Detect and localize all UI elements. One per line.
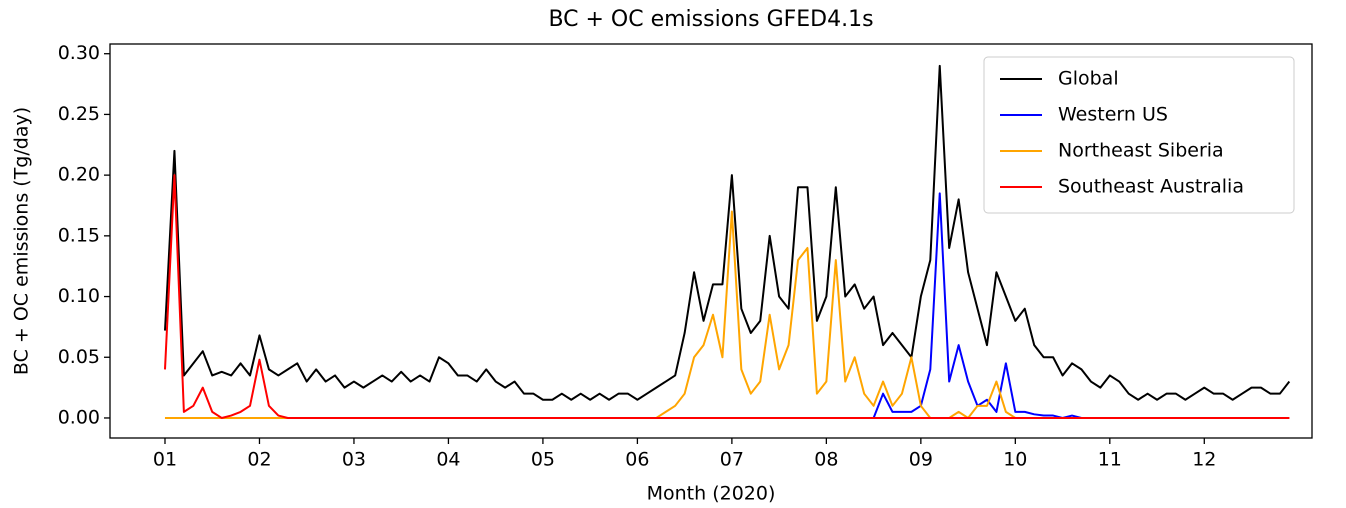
y-tick-label: 0.30 (58, 42, 100, 64)
x-tick-label: 01 (153, 449, 177, 471)
y-tick-label: 0.05 (58, 346, 100, 368)
legend-label: Northeast Siberia (1058, 140, 1224, 162)
x-tick-label: 04 (436, 449, 460, 471)
chart-title: BC + OC emissions GFED4.1s (548, 7, 873, 32)
y-tick-label: 0.15 (58, 224, 100, 246)
x-tick-label: 12 (1192, 449, 1216, 471)
x-tick-label: 10 (1003, 449, 1027, 471)
x-axis-label: Month (2020) (647, 483, 776, 505)
legend-label: Western US (1058, 104, 1168, 126)
series-line (164, 210, 1290, 419)
x-tick-label: 06 (625, 449, 649, 471)
x-tick-label: 08 (814, 449, 838, 471)
series-line (163, 174, 1290, 419)
x-tick-label: 03 (342, 449, 366, 471)
legend-label: Global (1058, 68, 1119, 90)
y-tick-label: 0.20 (58, 164, 100, 186)
x-tick-label: 09 (909, 449, 933, 471)
series-line (163, 64, 1291, 401)
y-axis-label: BC + OC emissions (Tg/day) (11, 107, 33, 375)
x-tick-label: 11 (1098, 449, 1122, 471)
y-tick-label: 0.25 (58, 103, 100, 125)
x-tick-label: 07 (720, 449, 744, 471)
plot-frame (109, 43, 1313, 439)
y-tick-label: 0.00 (58, 406, 100, 428)
legend-label: Southeast Australia (1058, 176, 1244, 198)
x-tick-label: 05 (531, 449, 555, 471)
legend-box (983, 56, 1295, 214)
y-tick-label: 0.10 (58, 285, 100, 307)
x-tick-label: 02 (247, 449, 271, 471)
